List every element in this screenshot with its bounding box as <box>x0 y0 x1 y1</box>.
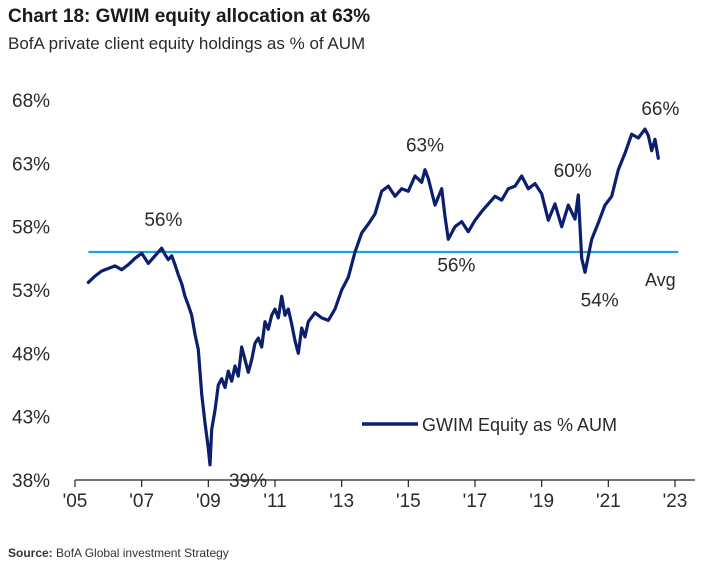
x-tick-label: '21 <box>596 491 621 512</box>
source-text: BofA Global investment Strategy <box>56 546 229 560</box>
x-tick-label: '19 <box>529 491 554 512</box>
x-tick-label: '23 <box>663 491 688 512</box>
data-label: 63% <box>406 136 444 157</box>
x-axis-ticks: '05 '07 '09 '11 '13 '15 '17 '19 '21 '23 <box>63 480 688 512</box>
chart-title: Chart 18: GWIM equity allocation at 63% <box>8 6 371 27</box>
x-tick-label: '13 <box>329 491 354 512</box>
y-tick-label: 43% <box>12 408 50 429</box>
source-note: Source: BofA Global investment Strategy <box>8 546 229 560</box>
source-label: Source: <box>8 546 53 560</box>
data-label: 39% <box>229 471 267 492</box>
y-axis-ticks: 38% 43% 48% 53% 58% 63% 68% <box>12 91 50 492</box>
series-line <box>86 127 660 467</box>
data-label: 60% <box>554 161 592 182</box>
y-tick-label: 48% <box>12 344 50 365</box>
x-tick-label: '05 <box>63 491 88 512</box>
y-tick-label: 38% <box>12 471 50 492</box>
legend: GWIM Equity as % AUM <box>362 415 617 435</box>
x-tick-label: '17 <box>463 491 488 512</box>
x-tick-label: '07 <box>129 491 154 512</box>
y-tick-label: 58% <box>12 218 50 239</box>
average-label: Avg <box>645 270 676 290</box>
data-label: 54% <box>581 290 619 311</box>
x-tick-label: '09 <box>196 491 221 512</box>
y-tick-label: 68% <box>12 91 50 112</box>
y-tick-label: 53% <box>12 281 50 302</box>
data-label: 66% <box>641 99 679 120</box>
y-tick-label: 63% <box>12 154 50 175</box>
data-label: 56% <box>437 255 475 276</box>
x-tick-label: '11 <box>263 491 286 512</box>
data-label: 56% <box>144 210 182 231</box>
data-annotations: 56% 39% 63% 56% 60% 54% 66% <box>144 99 679 492</box>
legend-label: GWIM Equity as % AUM <box>422 415 617 435</box>
chart-subtitle: BofA private client equity holdings as %… <box>8 34 366 53</box>
x-tick-label: '15 <box>396 491 421 512</box>
